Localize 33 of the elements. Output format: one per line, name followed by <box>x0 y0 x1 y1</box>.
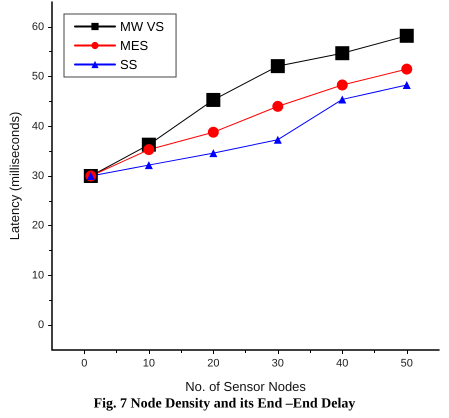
text: Fig. 7 Node Density and its End –End Delay <box>94 396 356 412</box>
x-tick-label: 10 <box>142 358 155 370</box>
y-tick-label: 10 <box>32 269 44 282</box>
point <box>208 126 219 138</box>
legend-label: MES <box>120 38 148 53</box>
y-tick-label: 40 <box>32 120 44 132</box>
x-axis-title: No. of Sensor Nodes <box>185 379 306 394</box>
point <box>143 144 154 156</box>
y-axis-title: Latency (milliseconds) <box>7 112 22 240</box>
point <box>402 81 411 90</box>
x-tick-label: 50 <box>400 358 413 370</box>
point <box>274 136 282 144</box>
point <box>209 149 218 158</box>
y-tick-label: 30 <box>32 170 44 182</box>
legend-label: SS <box>120 57 138 72</box>
point <box>270 59 285 74</box>
x-tick-label: 0 <box>81 358 88 370</box>
legend-label: MW VS <box>120 19 164 34</box>
y-tick-label: 20 <box>32 220 44 232</box>
point <box>336 80 348 91</box>
point <box>338 95 346 104</box>
point <box>272 100 284 112</box>
point <box>400 28 414 43</box>
x-tick-label: 40 <box>336 358 348 370</box>
point <box>401 64 412 75</box>
x-tick-label: 30 <box>272 358 284 370</box>
x-tick-label: 20 <box>207 358 220 370</box>
point <box>206 92 220 107</box>
y-tick-label: 0 <box>38 319 44 332</box>
point <box>335 46 350 60</box>
y-tick-label: 50 <box>32 70 44 83</box>
y-tick-label: 60 <box>32 20 44 33</box>
point <box>144 161 153 170</box>
